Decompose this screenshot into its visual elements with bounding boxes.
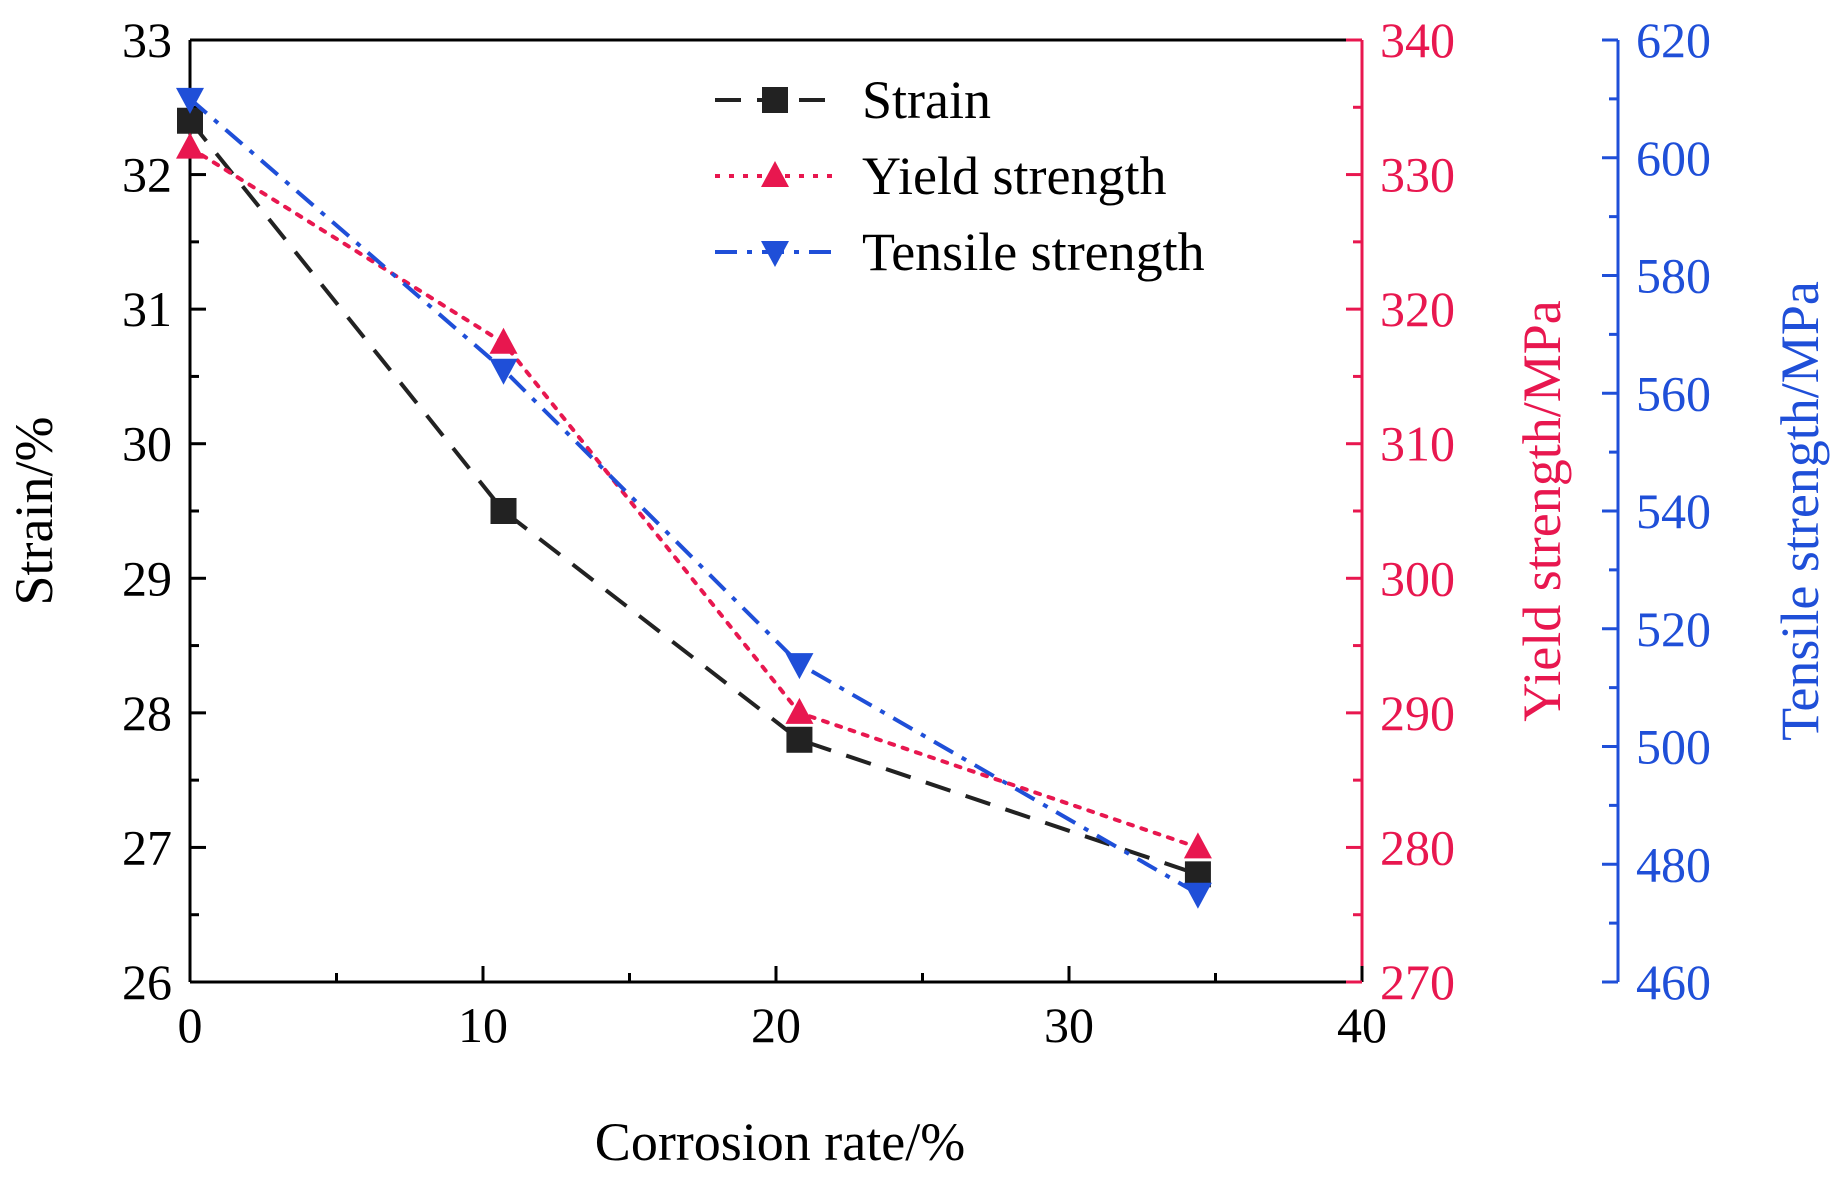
x-tick-label: 40 xyxy=(1337,997,1387,1053)
x-tick-label: 20 xyxy=(751,997,801,1053)
right-inner-axis-tick-label: 290 xyxy=(1380,685,1455,741)
legend-label-yield-strength: Yield strength xyxy=(862,146,1166,206)
tensile-strength-data-point xyxy=(176,87,204,114)
right-inner-axis-title: Yield strength/MPa xyxy=(1512,300,1572,722)
legend-marker-strain xyxy=(762,87,788,113)
legend-label-strain: Strain xyxy=(862,70,991,130)
right-inner-axis-tick-label: 270 xyxy=(1380,954,1455,1010)
strain-series-line xyxy=(188,119,1199,877)
yield-strength-data-point xyxy=(785,697,814,724)
x-tick-label: 10 xyxy=(458,997,508,1053)
x-tick-label: 30 xyxy=(1044,997,1094,1053)
right-outer-axis-tick-label: 480 xyxy=(1636,836,1711,892)
x-tick-label: 0 xyxy=(178,997,203,1053)
yield-strength-data-point xyxy=(489,327,518,354)
right-outer-axis-tick-label: 540 xyxy=(1636,483,1711,539)
right-outer-axis-tick-label: 500 xyxy=(1636,719,1711,775)
x-axis-title: Corrosion rate/% xyxy=(595,1112,965,1172)
left-axis-tick-label: 26 xyxy=(122,954,172,1010)
yield-strength-data-point xyxy=(176,132,204,159)
left-axis-tick-label: 29 xyxy=(122,550,172,606)
left-axis-title: Strain/% xyxy=(4,417,64,606)
tensile-strength-data-point xyxy=(1183,882,1212,909)
right-outer-axis-tick-label: 460 xyxy=(1636,954,1711,1010)
left-axis-tick-label: 30 xyxy=(122,416,172,472)
axes: 0 10 20 30 40 26 27 28 29 30 31 32 33 270 280 290 300 310… xyxy=(4,12,1830,1053)
right-inner-axis-tick-label: 280 xyxy=(1380,819,1455,875)
left-axis-tick-label: 31 xyxy=(122,281,172,337)
tensile-strength-data-point xyxy=(785,653,814,680)
right-outer-axis-tick-label: 580 xyxy=(1636,248,1711,304)
tensile-strength-data-point xyxy=(489,358,518,385)
yield-strength-data-point xyxy=(1183,832,1212,859)
legend: Strain Yield strength Tensile strength xyxy=(715,70,1205,282)
right-inner-axis-tick-label: 330 xyxy=(1380,147,1455,203)
left-axis-tick-label: 27 xyxy=(122,819,172,875)
right-outer-axis-tick-label: 600 xyxy=(1636,130,1711,186)
strain-data-point xyxy=(786,726,813,753)
left-axis-tick-label: 28 xyxy=(122,685,172,741)
legend-marker-yield-strength xyxy=(761,161,789,187)
strain-data-point xyxy=(490,498,517,524)
right-outer-axis-tick-label: 520 xyxy=(1636,601,1711,657)
left-axis-tick-label: 33 xyxy=(122,12,172,68)
right-outer-axis-title: Tensile strength/MPa xyxy=(1770,281,1830,741)
legend-label-tensile-strength: Tensile strength xyxy=(862,222,1205,282)
right-inner-axis-tick-label: 340 xyxy=(1380,12,1455,68)
legend-marker-tensile-strength xyxy=(761,241,789,267)
tensile-strength-series-line xyxy=(188,97,1199,896)
right-inner-axis-tick-label: 320 xyxy=(1380,281,1455,337)
left-axis-tick-label: 32 xyxy=(122,147,172,203)
plot-series xyxy=(176,87,1212,909)
right-inner-axis-tick-label: 300 xyxy=(1380,550,1455,606)
right-outer-axis-tick-label: 560 xyxy=(1636,365,1711,421)
right-outer-axis-tick-label: 620 xyxy=(1636,12,1711,68)
yield-strength-series-line xyxy=(188,145,1200,850)
right-inner-axis-tick-label: 310 xyxy=(1380,416,1455,472)
